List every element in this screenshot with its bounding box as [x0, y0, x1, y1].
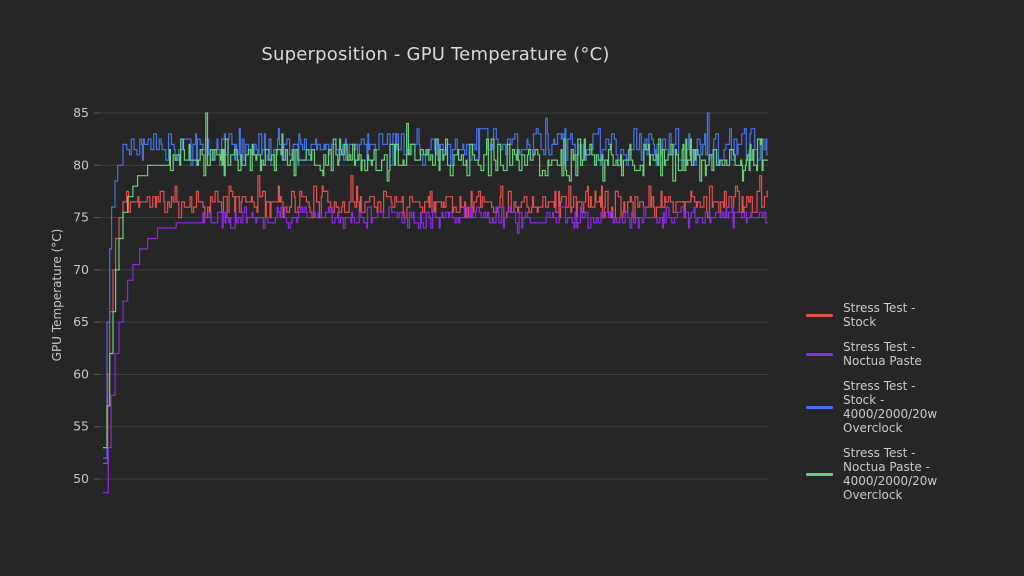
legend-label-noctua-paste: Stress Test - Noctua Paste: [843, 340, 922, 368]
y-tick-label-85: 85: [73, 105, 89, 120]
y-tick-label-75: 75: [73, 210, 89, 225]
legend-item-noctua-paste: Stress Test - Noctua Paste: [806, 340, 937, 368]
legend-swatch-noctua-paste-overclock: [806, 472, 833, 476]
y-tick-label-70: 70: [73, 262, 89, 277]
legend-label-stock-overclock: Stress Test - Stock - 4000/2000/20w Over…: [843, 379, 938, 435]
legend-swatch-stock: [806, 313, 833, 317]
legend-swatch-noctua-paste: [806, 352, 833, 356]
legend-label-stock: Stress Test - Stock: [843, 301, 916, 329]
y-tick-label-55: 55: [73, 419, 89, 434]
y-tick-label-65: 65: [73, 314, 89, 329]
series-line-stress-test-noctua-paste: [103, 206, 768, 494]
series-line-stress-test-noctua-paste-4000-2000-20w-overclock: [103, 112, 768, 449]
legend-item-noctua-paste-overclock: Stress Test - Noctua Paste - 4000/2000/2…: [806, 446, 937, 502]
y-tick-label-50: 50: [73, 471, 89, 486]
legend-label-noctua-paste-overclock: Stress Test - Noctua Paste - 4000/2000/2…: [843, 446, 938, 502]
y-tick-label-80: 80: [73, 157, 89, 172]
legend-item-stock: Stress Test - Stock: [806, 301, 937, 329]
series-line-stress-test-stock: [103, 175, 768, 464]
legend-swatch-stock-overclock: [806, 405, 833, 409]
legend: Stress Test - Stock Stress Test - Noctua…: [806, 301, 937, 502]
legend-item-stock-overclock: Stress Test - Stock - 4000/2000/20w Over…: [806, 379, 937, 435]
y-tick-label-60: 60: [73, 366, 89, 381]
chart-title: Superposition - GPU Temperature (°C): [261, 44, 610, 65]
